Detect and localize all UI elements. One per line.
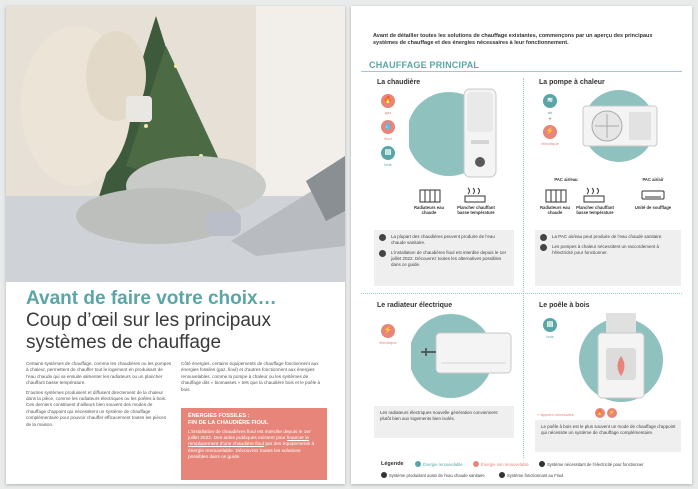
info-text: L’installation de chaudières fioul est i… (391, 250, 507, 267)
callout-title: FIN DE LA CHAUDIÈRE FIOUL (188, 420, 269, 426)
paragraph: D’autres systèmes produisent et diffusen… (26, 389, 167, 427)
callout-text: L’installation de chaudières fioul est i… (188, 430, 311, 442)
drop-icon (540, 234, 547, 241)
plancher-label: Plancher chauffant basse température (576, 205, 614, 215)
drop-icon (379, 234, 386, 241)
unite-label: Unité de soufflage (634, 205, 672, 210)
radiator-icon (545, 189, 567, 203)
pac-info: La PAC air/eau peut produire de l’eau ch… (535, 230, 681, 286)
info-row: L’installation de chaudières fioul est i… (379, 250, 509, 268)
paragraph: Côté énergies, certains équipements de c… (181, 361, 321, 392)
paragraph: Certains systèmes de chauffage, comme le… (26, 361, 172, 386)
floor-heating-icon (464, 187, 486, 203)
lightning-icon (540, 244, 547, 251)
pac-title: La pompe à chaleur (539, 79, 605, 86)
divider (361, 293, 682, 294)
legend-text: Énergie non renouvelable (481, 462, 529, 467)
heat-pump-illustration (582, 90, 658, 162)
radiator-icon (419, 189, 441, 203)
electric-radiator-illustration (411, 314, 512, 398)
legend-title: Légende (381, 461, 404, 467)
wood-icon: ▤ (543, 318, 557, 332)
floor-heating-icon (583, 187, 605, 203)
energy-label-bois: bois (546, 334, 554, 339)
lightning-icon: ⚡ (381, 324, 395, 338)
legend-text: Système fonctionnant au Fioul (507, 473, 564, 478)
energy-label-air: air (547, 110, 553, 115)
info-text: La plupart des chaudières peuvent produi… (391, 234, 495, 245)
flame-icon: 🔥 (381, 94, 395, 108)
energy-label-fioul: fioul (384, 136, 392, 141)
boiler-illustration (409, 88, 497, 178)
callout-text: par des équipements à énergie renouvelab… (188, 442, 315, 460)
drop-icon (381, 472, 387, 478)
legend-item: Système produisant aussi de l’eau chaude… (381, 472, 485, 478)
info-row: La plupart des chaudières peuvent produi… (379, 234, 509, 246)
legend-item: Système nécessitant de l’électricité pou… (539, 461, 644, 467)
lightning-icon (539, 461, 545, 467)
chaudiere-info: La plupart des chaudières peuvent produi… (374, 230, 514, 286)
info-text: Les radiateurs électriques nouvelle géné… (380, 410, 498, 421)
radiateurs-label: Radiateurs eau chaude (413, 205, 445, 215)
radiateur-info: Les radiateurs électriques nouvelle géné… (374, 406, 514, 438)
energy-label-electrique: électrique (541, 141, 559, 146)
energy-label-electrique: électrique (379, 340, 397, 345)
coral-dot-icon (473, 461, 479, 467)
legend-item: Énergie non renouvelable (473, 461, 529, 467)
plancher-label: Plancher chauffant basse température (457, 205, 495, 215)
energy-label-gaz: gaz (384, 110, 392, 115)
energy-label-bois: bois (384, 162, 392, 167)
drop-icon (379, 250, 386, 257)
wood-stove-illustration (579, 313, 663, 402)
droplet-icon: 💧 (381, 120, 395, 134)
pac-air-eau-label: PAC air/eau (554, 177, 578, 182)
air-unit-icon (641, 190, 665, 200)
section-title: CHAUFFAGE PRINCIPAL (369, 60, 480, 70)
wood-icon: ▤ (381, 146, 395, 160)
right-page: Avant de détailler toutes les solutions … (351, 6, 692, 484)
cover-photo (6, 6, 345, 282)
radiateurs-label: Radiateurs eau chaude (539, 205, 571, 215)
air-icon: ≋ (543, 94, 557, 108)
divider (523, 78, 524, 458)
radiateur-title: Le radiateur électrique (377, 302, 453, 309)
info-row: La PAC air/eau peut produire de l’eau ch… (540, 234, 676, 241)
lightning-icon: ⚡ (543, 125, 557, 139)
legend-text: Énergie renouvelable (423, 462, 463, 467)
fuel-drop-icon (499, 472, 505, 478)
callout-link[interactable]: financer le remplacement d’une chaudière… (188, 436, 310, 448)
text-column-2: Côté énergies, certains équipements de c… (181, 361, 327, 396)
poele-title: Le poêle à bois (539, 302, 590, 309)
plus-label: + (548, 117, 552, 123)
info-text: La PAC air/eau peut produire de l’eau ch… (552, 234, 663, 239)
callout-title: ÉNERGIES FOSSILES : (188, 413, 250, 419)
legend-item: Système fonctionnant au Fioul (499, 472, 563, 478)
intro-text: Avant de détailler toutes les solutions … (373, 33, 653, 46)
text-column-1: Certains systèmes de chauffage, comme le… (26, 361, 172, 431)
left-page: Avant de faire votre choix… Coup d’œil s… (6, 6, 345, 484)
chaudiere-title: La chaudière (377, 79, 421, 86)
legend-text: Système nécessitant de l’électricité pou… (547, 462, 644, 467)
poele-info: Le poêle à bois est le plus souvent un m… (535, 420, 681, 452)
lightning-icon: ⚡ (607, 408, 617, 418)
appoint-label: + appoint nécessaire (537, 412, 575, 417)
pac-air-air-label: PAC air/air (642, 177, 664, 182)
legend-item: Énergie renouvelable (415, 461, 463, 467)
fossil-energy-callout: ÉNERGIES FOSSILES : FIN DE LA CHAUDIÈRE … (181, 408, 327, 480)
divider (361, 71, 682, 72)
flame-icon: 🔥 (595, 408, 605, 418)
info-row: Les pompes à chaleur nécessitent un racc… (540, 244, 676, 256)
page-subtitle: Coup d’œil sur les principaux systèmes d… (26, 310, 271, 353)
info-text: Le poêle à bois est le plus souvent un m… (541, 424, 676, 435)
info-text: Les pompes à chaleur nécessitent un racc… (552, 244, 660, 255)
legend-text: Système produisant aussi de l’eau chaude… (389, 473, 485, 478)
teal-dot-icon (415, 461, 421, 467)
section-header: CHAUFFAGE PRINCIPAL (359, 58, 684, 72)
page-title: Avant de faire votre choix… (26, 288, 277, 309)
callout-body: L’installation de chaudières fioul est i… (188, 430, 320, 461)
